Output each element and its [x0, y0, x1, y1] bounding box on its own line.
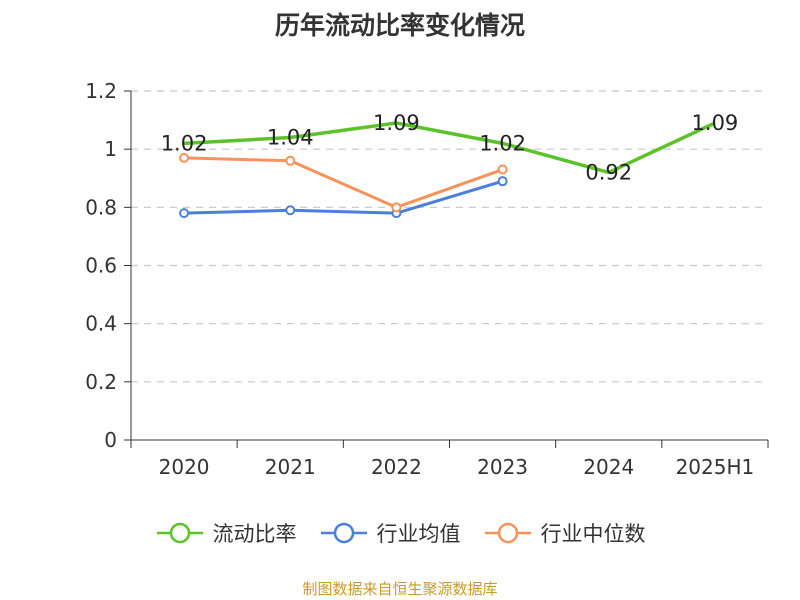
data-label: 1.02 — [479, 131, 526, 155]
data-point — [497, 164, 508, 175]
legend-label: 行业均值 — [376, 522, 461, 546]
y-tick-label: 0 — [104, 428, 117, 452]
legend: 流动比率 行业均值 行业中位数 — [0, 518, 800, 548]
series-line — [184, 179, 504, 215]
data-label: 1.09 — [373, 111, 420, 135]
data-point — [179, 208, 190, 219]
x-tick-label: 2021 — [265, 455, 316, 479]
legend-item[interactable]: 流动比率 — [155, 518, 297, 548]
axes: 0 0.2 0.4 0.6 0.8 1 1.2 2020 2021 2022 2023 2024 202… — [85, 79, 769, 479]
legend-swatch — [156, 522, 203, 544]
series-2 — [179, 176, 508, 219]
series-1 — [183, 121, 716, 175]
series-3 — [179, 152, 508, 213]
legend-item[interactable]: 行业均值 — [319, 518, 461, 548]
data-labels: 1.02 1.04 1.09 1.02 0.92 1.09 — [161, 111, 739, 184]
y-tick-label: 0.8 — [85, 195, 117, 219]
data-point — [285, 155, 296, 166]
data-label: 0.92 — [585, 160, 632, 184]
data-point — [391, 202, 402, 213]
grid-lines — [131, 90, 768, 383]
x-tick-label: 2023 — [477, 455, 528, 479]
x-tick-label: 2024 — [583, 455, 634, 479]
data-label: 1.02 — [161, 131, 208, 155]
legend-label: 行业中位数 — [540, 522, 646, 546]
data-label: 1.04 — [267, 126, 314, 150]
y-tick-label: 1.2 — [85, 79, 117, 103]
x-tick-label: 2020 — [159, 455, 210, 479]
legend-swatch — [484, 522, 531, 544]
legend-label: 流动比率 — [212, 522, 297, 546]
data-point — [179, 152, 190, 163]
source-note: 制图数据来自恒生聚源数据库 — [302, 580, 498, 598]
series-line — [184, 156, 504, 209]
y-tick-label: 1 — [104, 137, 117, 161]
x-tick-label: 2022 — [371, 455, 422, 479]
legend-item[interactable]: 行业中位数 — [483, 518, 646, 548]
x-tick-label: 2025H1 — [676, 455, 755, 479]
legend-swatch — [320, 522, 367, 544]
y-tick-label: 0.6 — [85, 254, 117, 278]
y-tick-label: 0.4 — [85, 312, 117, 336]
chart-title: 历年流动比率变化情况 — [274, 11, 525, 40]
data-point — [285, 205, 296, 216]
series-line — [183, 121, 716, 175]
y-tick-label: 0.2 — [85, 370, 117, 394]
data-point — [497, 176, 508, 187]
data-label: 1.09 — [692, 111, 739, 135]
series-lines — [179, 121, 716, 219]
